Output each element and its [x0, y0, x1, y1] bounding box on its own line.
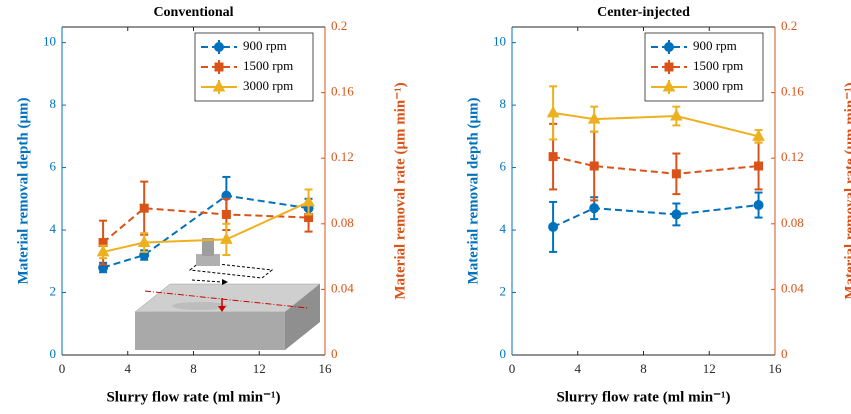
y2-tick-label: 0 [331, 346, 338, 361]
y2-tick-label: 0.12 [781, 149, 804, 164]
chart-title: Center-injected [597, 5, 690, 20]
y2-tick-label: 0.2 [331, 18, 347, 33]
legend-marker [664, 42, 674, 52]
chart-title: Conventional [153, 5, 233, 20]
marker [546, 105, 560, 118]
marker [548, 221, 559, 232]
series-line [102, 207, 309, 244]
y-tick-label: 2 [500, 284, 507, 299]
marker [139, 203, 149, 213]
x-axis-label: Slurry flow rate (ml min⁻¹) [106, 389, 280, 405]
x-tick-label: 0 [509, 361, 516, 376]
legend-label: 1500 rpm [243, 58, 293, 73]
marker [753, 200, 764, 211]
y2-tick-label: 0.16 [781, 84, 804, 99]
y-tick-label: 10 [493, 34, 506, 49]
y2-tick-label: 0.04 [781, 280, 804, 295]
legend-label: 3000 rpm [243, 78, 293, 93]
y-tick-label: 0 [50, 346, 57, 361]
series-line [552, 155, 759, 175]
x-tick-label: 0 [59, 361, 66, 376]
x-tick-label: 4 [125, 361, 132, 376]
y2-tick-label: 0.12 [331, 149, 354, 164]
y-tick-label: 6 [50, 159, 57, 174]
y2-axis-label: Material removal rate (μm min⁻¹) [842, 82, 851, 299]
legend-marker [664, 62, 674, 72]
y-axis-label: Material removal depth (μm) [15, 98, 31, 285]
x-tick-label: 12 [703, 361, 716, 376]
x-tick-label: 16 [319, 361, 333, 376]
legend-marker [662, 79, 676, 92]
x-tick-label: 8 [190, 361, 197, 376]
y2-tick-label: 0.08 [331, 215, 354, 230]
series-line [102, 194, 309, 269]
marker [137, 235, 151, 248]
legend-label: 3000 rpm [693, 78, 743, 93]
marker [670, 108, 683, 121]
marker [589, 203, 600, 214]
marker [302, 194, 315, 207]
y2-tick-label: 0.2 [781, 18, 797, 33]
y-tick-label: 8 [50, 96, 57, 111]
marker [671, 209, 682, 220]
legend-label: 900 rpm [693, 38, 737, 53]
y2-tick-label: 0.16 [331, 84, 354, 99]
legend-label: 900 rpm [243, 38, 287, 53]
y2-axis-label: Material removal rate (μm min⁻¹) [392, 82, 408, 299]
y2-tick-label: 0.04 [331, 280, 354, 295]
y2-tick-label: 0.08 [781, 215, 804, 230]
y-tick-label: 10 [43, 34, 56, 49]
marker [96, 244, 110, 257]
y-tick-label: 4 [50, 221, 57, 236]
y-tick-label: 4 [500, 221, 507, 236]
x-axis-label: Slurry flow rate (ml min⁻¹) [556, 389, 730, 405]
y-tick-label: 6 [500, 159, 507, 174]
legend-marker [214, 62, 224, 72]
legend-marker [212, 79, 226, 92]
marker [752, 129, 765, 141]
inset-illustration [134, 238, 321, 350]
x-tick-label: 16 [769, 361, 783, 376]
x-tick-label: 8 [640, 361, 647, 376]
marker [589, 161, 599, 171]
series-line [102, 201, 309, 253]
y2-tick-label: 0 [781, 346, 788, 361]
legend-marker [214, 42, 224, 52]
y-tick-label: 8 [500, 96, 507, 111]
y-tick-label: 2 [50, 284, 57, 299]
y-axis-label: Material removal depth (μm) [465, 98, 481, 285]
x-tick-label: 12 [253, 361, 266, 376]
series-line [552, 111, 759, 138]
marker [220, 232, 233, 244]
marker [221, 209, 231, 219]
marker [548, 152, 558, 162]
marker [671, 169, 681, 179]
legend-label: 1500 rpm [693, 58, 743, 73]
y-tick-label: 0 [500, 346, 507, 361]
marker [754, 161, 764, 171]
x-tick-label: 4 [575, 361, 582, 376]
marker [587, 112, 601, 124]
series-line [552, 204, 759, 228]
